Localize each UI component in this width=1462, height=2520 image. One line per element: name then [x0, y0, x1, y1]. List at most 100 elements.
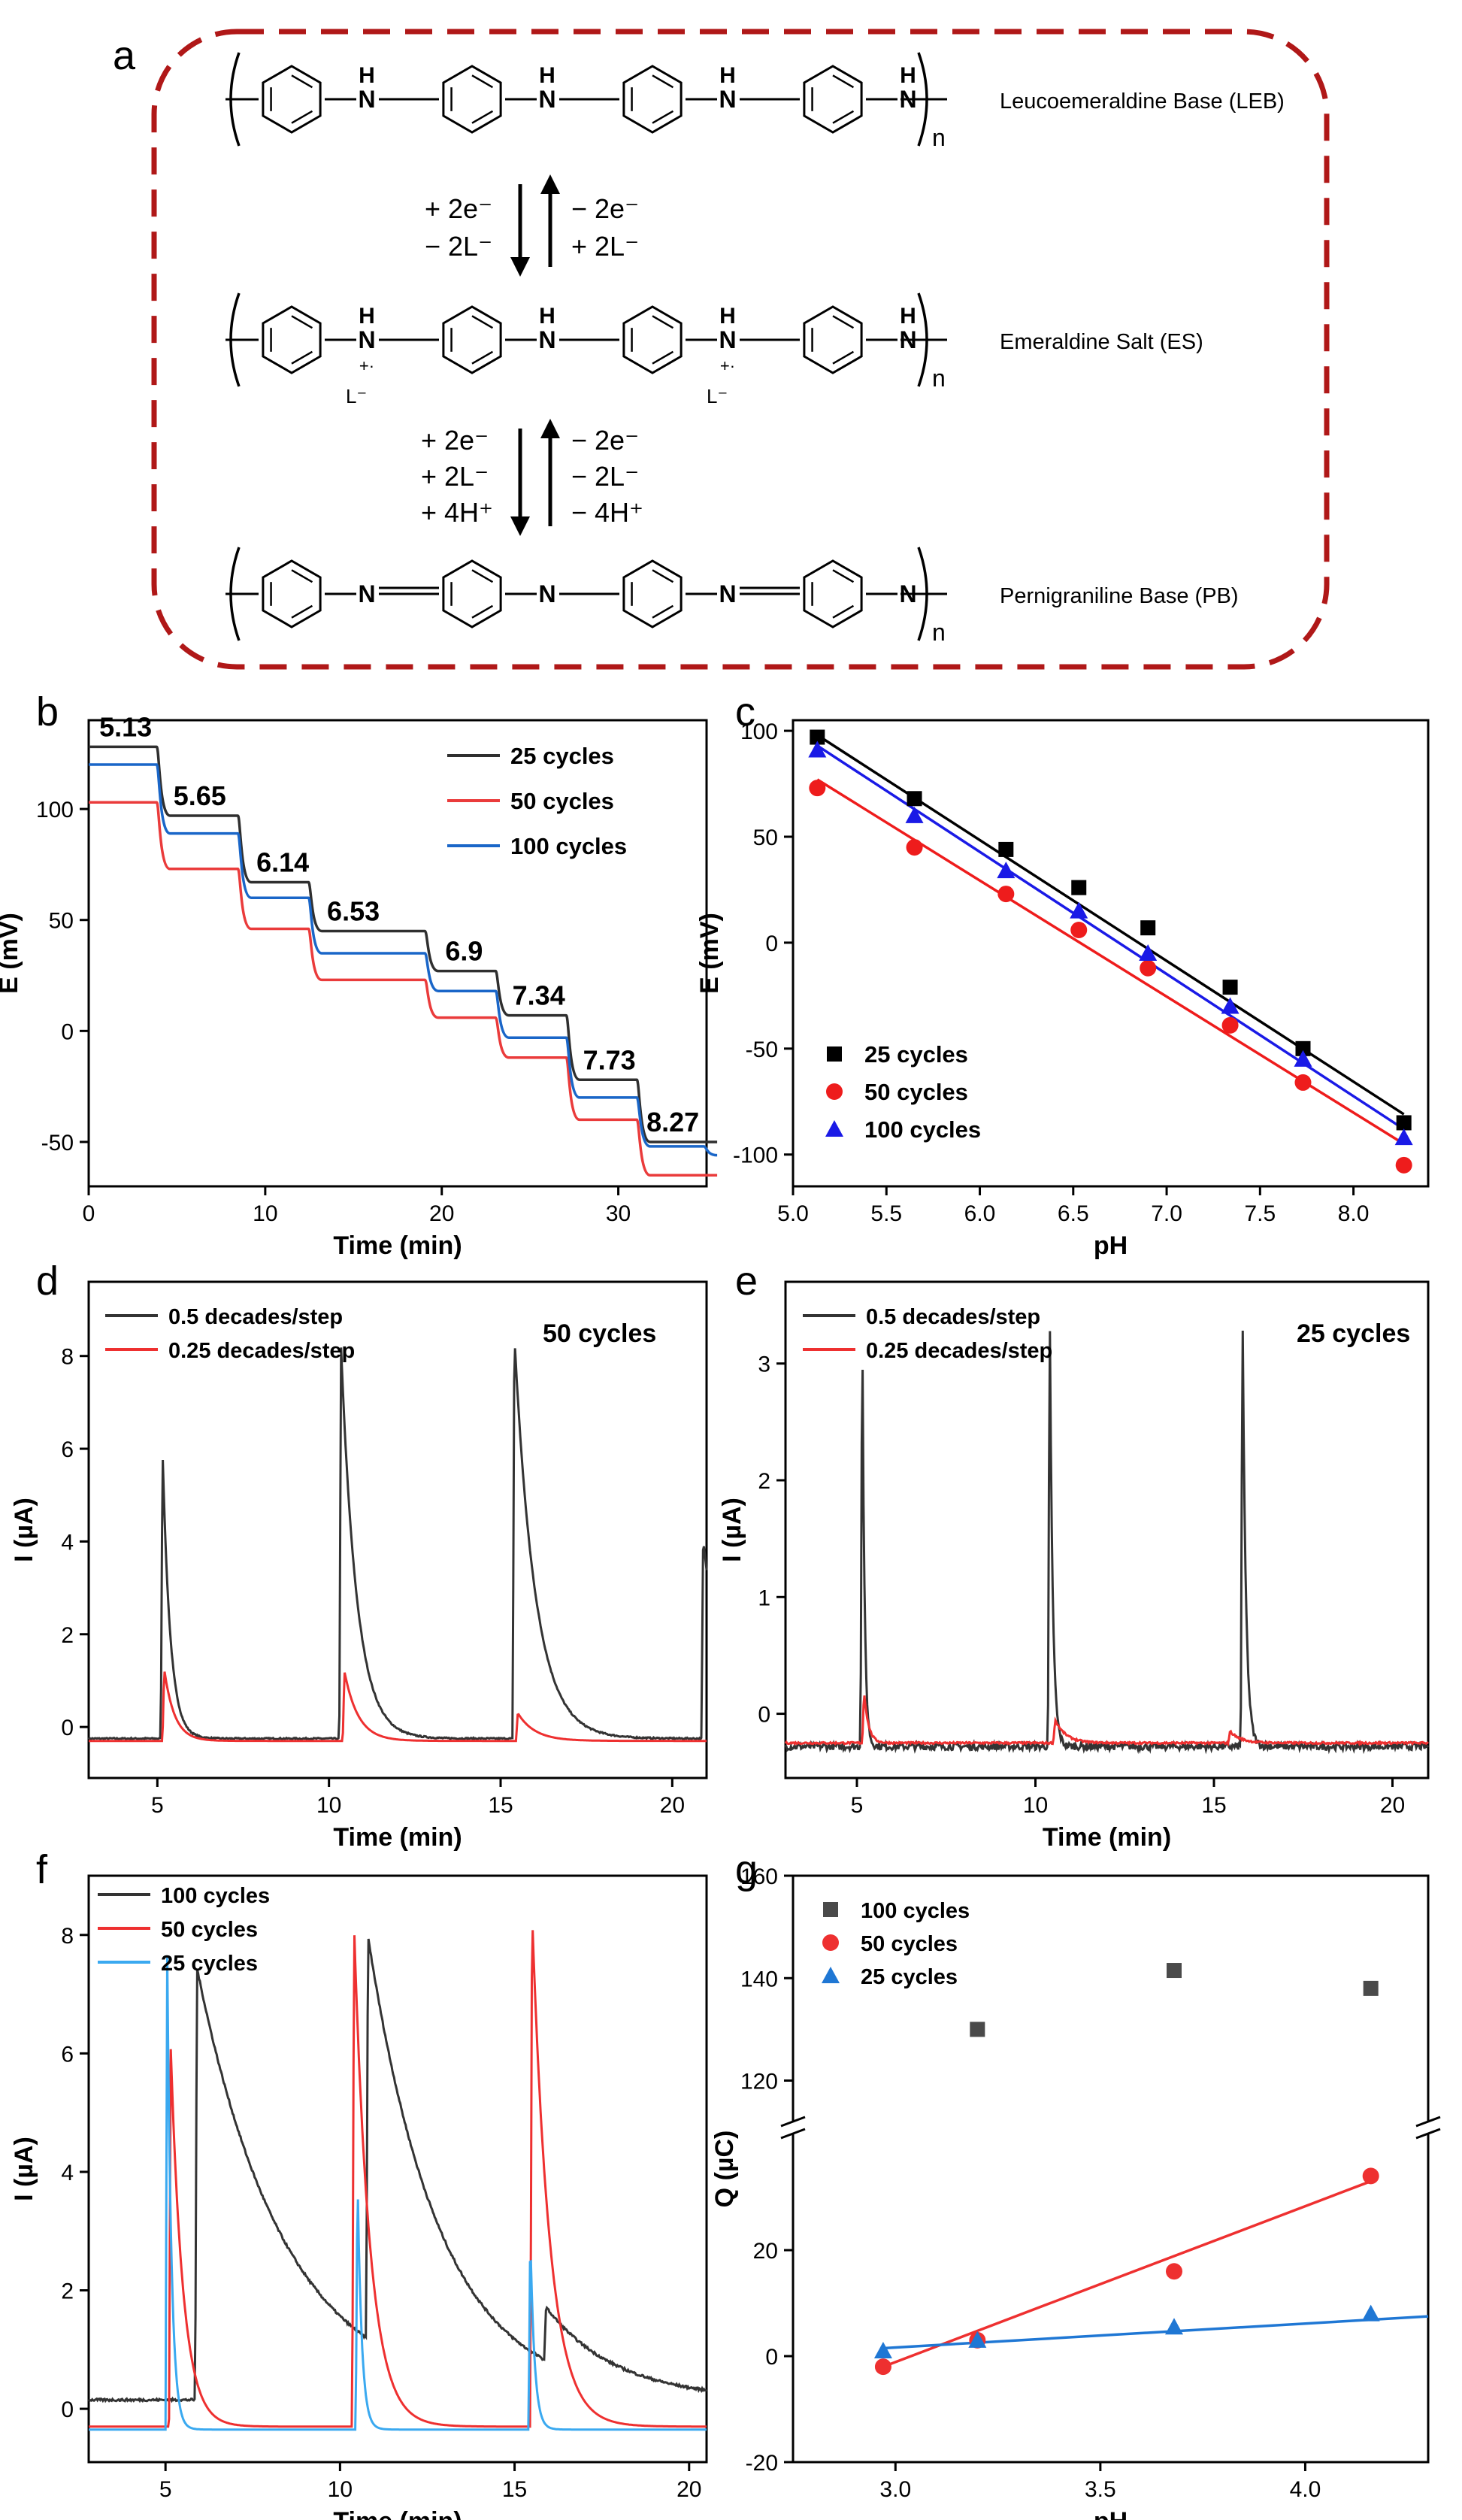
data-point	[1070, 901, 1088, 919]
nitrogen-atom: N	[719, 326, 736, 353]
benzene-ring	[262, 305, 322, 374]
data-point	[1221, 997, 1240, 1014]
data-point	[808, 741, 827, 758]
plot-frame	[87, 719, 708, 1188]
legend-label: 100 cycles	[864, 1116, 981, 1143]
data-point	[826, 1083, 843, 1100]
panel-d: d 5 10 15 20 0 2 4 6 8 Time (min) I (µA) 50 cycles 0…	[10, 1258, 708, 1852]
legend-label: 0.25 decades/step	[168, 1339, 355, 1363]
hydrogen-atom: H	[359, 63, 375, 88]
ph-annotation: 7.34	[513, 980, 565, 1011]
ring-double-bond	[291, 110, 313, 124]
axis-break-mark	[1415, 2116, 1441, 2128]
y-tick-label: 50	[49, 909, 74, 934]
benzene-ring	[442, 305, 502, 374]
x-tick-label: 20	[677, 2477, 701, 2502]
benzene-ring	[803, 305, 863, 374]
data-point	[1165, 2318, 1183, 2335]
x-tick-label: 15	[1201, 1793, 1226, 1818]
data-point	[1222, 980, 1238, 995]
data-point	[809, 780, 826, 797]
ring-double-bond	[291, 569, 313, 583]
data-point	[997, 862, 1016, 879]
arrow2-down-2: + 2L⁻	[421, 461, 489, 492]
y-tick-label: 0	[61, 1019, 74, 1044]
counter-anion: L⁻	[346, 385, 367, 407]
panel-label-d: d	[36, 1258, 59, 1304]
hydrogen-atom: H	[539, 63, 555, 88]
repeat-subscript: n	[932, 619, 946, 646]
axis-break-mark	[780, 2116, 806, 2128]
y-tick-label: 0	[758, 1703, 770, 1728]
data-point	[822, 1934, 839, 1951]
data-point	[874, 2358, 891, 2376]
y-tick-label: 1	[758, 1586, 770, 1610]
ring-double-bond	[832, 569, 855, 583]
ring-double-bond	[291, 315, 313, 329]
legend-label: 0.5 decades/step	[866, 1305, 1040, 1329]
y-tick-label: 160	[740, 1864, 778, 1889]
benzene-ring	[622, 65, 683, 134]
y-tick-label: 140	[740, 1967, 778, 1991]
nitrogen-atom: N	[899, 326, 916, 353]
ring-double-bond	[652, 315, 674, 329]
x-axis-label: Time (min)	[333, 1231, 462, 1260]
x-tick-label: 4.0	[1290, 2477, 1321, 2502]
chart-title: 50 cycles	[543, 1319, 656, 1348]
x-axis-label: Time (min)	[333, 2507, 462, 2520]
nitrogen-atom: N	[719, 86, 736, 113]
data-point	[1294, 1074, 1312, 1091]
legend-label: 0.5 decades/step	[168, 1305, 343, 1329]
legend-label: 25 cycles	[861, 1965, 958, 1989]
y-axis-label: I (µA)	[10, 1498, 38, 1562]
y-tick-label: 0	[765, 2345, 778, 2370]
scheme-border	[151, 29, 1330, 670]
ring-double-bond	[832, 350, 855, 365]
panel-label-c: c	[735, 689, 755, 734]
nitrogen-atom: N	[538, 86, 555, 113]
data-point	[827, 1046, 842, 1062]
y-axis-label: I (µA)	[10, 2137, 38, 2201]
arrow1-up-2: + 2L⁻	[571, 231, 639, 262]
y-axis-label: E (mV)	[0, 913, 23, 994]
y-tick-label: 20	[753, 2239, 778, 2264]
reaction-arrows-1: + 2e⁻ − 2L⁻ − 2e⁻ + 2L⁻	[425, 174, 639, 277]
data-point	[1394, 1128, 1413, 1146]
ring-double-bond	[652, 74, 674, 89]
ring-double-bond	[832, 315, 855, 329]
plot-frame	[784, 1280, 1430, 1779]
ring-double-bond	[832, 110, 855, 124]
y-tick-label: 0	[61, 2397, 74, 2422]
y-tick-label: 100	[740, 719, 778, 744]
plot-frame	[792, 719, 1430, 1188]
legend-label: 25 cycles	[510, 743, 614, 769]
data-point	[970, 2022, 985, 2037]
ring-double-bond	[652, 604, 674, 619]
hydrogen-atom: H	[359, 304, 375, 329]
y-tick-label: 50	[753, 825, 778, 850]
panel-f: f 5 10 15 20 0 2 4 6 8 Time (min) I (µA) 100 cycles…	[10, 1847, 708, 2520]
y-tick-label: -20	[746, 2451, 778, 2476]
x-tick-label: 5.5	[870, 1201, 902, 1226]
data-point	[968, 2331, 987, 2348]
plot-frame	[87, 1874, 708, 2464]
x-tick-label: 7.0	[1151, 1201, 1182, 1226]
nitrogen-atom: N	[358, 580, 375, 607]
benzene-ring	[262, 559, 322, 628]
data-point	[1071, 880, 1087, 895]
data-point	[1140, 920, 1156, 936]
counter-anion: L⁻	[707, 385, 728, 407]
arrow1-down-1: + 2e⁻	[425, 193, 492, 224]
structure-name: Leucoemeraldine Base (LEB)	[1000, 89, 1285, 114]
structure-name: Emeraldine Salt (ES)	[1000, 330, 1203, 354]
y-axis-label: Q (µC)	[710, 2131, 739, 2208]
panel-label-e: e	[735, 1258, 758, 1304]
y-tick-label: 2	[758, 1469, 770, 1494]
benzene-ring	[622, 305, 683, 374]
data-point	[822, 1967, 840, 1983]
panel-c: c 5.0 5.5 6.0 6.5 7.0 7.5 8.0 -100 -50 0 50 100 pH E …	[695, 689, 1430, 1260]
x-tick-label: 30	[606, 1201, 631, 1226]
arrow1-up-1: − 2e⁻	[571, 193, 639, 224]
ring-double-bond	[832, 604, 855, 619]
